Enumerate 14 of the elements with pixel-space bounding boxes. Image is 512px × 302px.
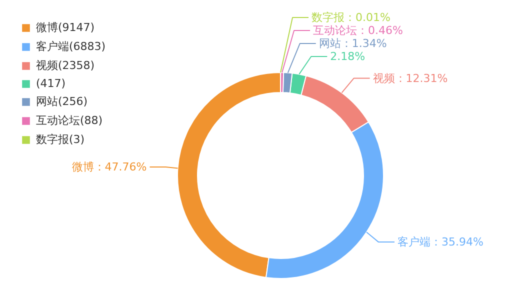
- data-label: 2.18%: [330, 50, 366, 64]
- data-label: 视频：12.31%: [372, 72, 448, 85]
- data-label: 互动论坛：0.46%: [313, 24, 404, 38]
- legend-label: (417): [36, 77, 66, 90]
- legend-label: 网站(256): [36, 94, 88, 109]
- data-label: 微博：47.76%: [72, 160, 147, 174]
- legend-label: 客户端(6883): [36, 39, 106, 54]
- legend-label: 互动论坛(88): [36, 113, 103, 128]
- data-label: 数字报：0.01%: [312, 11, 390, 24]
- data-label: 网站：1.34%: [318, 37, 387, 50]
- legend-label: 视频(2358): [36, 58, 95, 73]
- data-label: 客户端：35.94%: [398, 236, 484, 249]
- legend-label: 数字报(3): [36, 132, 85, 147]
- legend-label: 微博(9147): [36, 20, 95, 35]
